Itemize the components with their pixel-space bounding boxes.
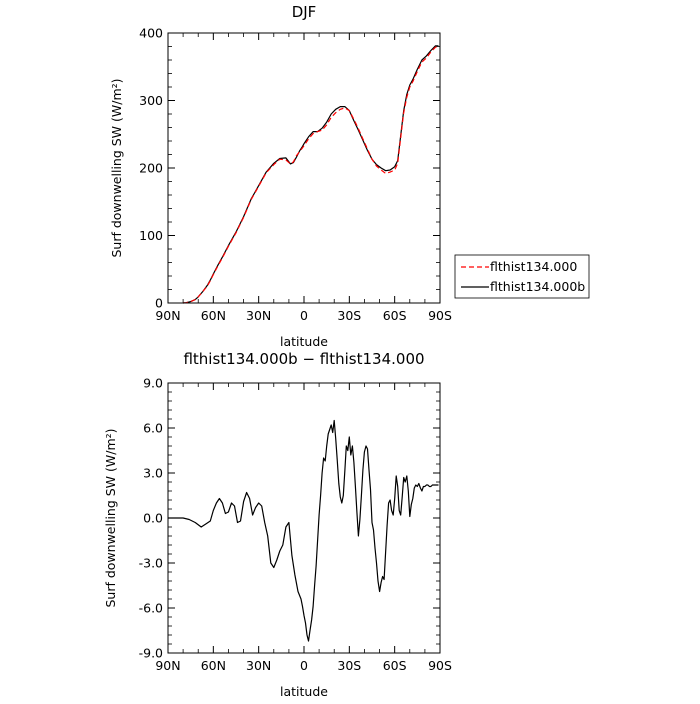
- bottom-x-tick-label: 30S: [337, 658, 361, 673]
- bottom-y-tick-label: -3.0: [139, 556, 163, 571]
- legend-box: [454, 254, 590, 299]
- legend-label-series-2: flthist134.000b: [490, 279, 585, 294]
- top-x-tick-label: 90S: [428, 308, 452, 323]
- top-x-tick-label: 90N: [155, 308, 180, 323]
- chart-legend: flthist134.000 flthist134.000b: [454, 254, 590, 299]
- bottom-chart-lines: [168, 419, 439, 642]
- top-y-tick-label: 200: [139, 161, 163, 176]
- top-y-tick-label: 100: [139, 228, 163, 243]
- bottom-x-tick-label: 60N: [201, 658, 226, 673]
- top-y-tick-label: 0: [155, 296, 163, 311]
- bottom-y-axis-label: Surf downwelling SW (W/m²): [103, 428, 118, 607]
- bottom-x-tick-label: 60S: [383, 658, 407, 673]
- top-series-line-1: [183, 45, 439, 304]
- top-series-line-2: [183, 45, 439, 304]
- legend-label-series-1: flthist134.000: [490, 259, 577, 274]
- bottom-chart-frame: [167, 382, 441, 654]
- bottom-x-tick-label: 0: [300, 658, 308, 673]
- top-x-tick-label: 30N: [246, 308, 271, 323]
- bottom-y-tick-label: -9.0: [139, 646, 163, 661]
- bottom-y-tick-label: 3.0: [143, 466, 163, 481]
- bottom-x-tick-label: 30N: [246, 658, 271, 673]
- bottom-x-tick-label: 90S: [428, 658, 452, 673]
- bottom-y-tick-label: 6.0: [143, 421, 163, 436]
- bottom-chart-ticks: 90N 60N 30N 0 30S 60S 90S 9.0 6.0 3.0 0.0 -3.0 -6.0 -…: [139, 376, 452, 674]
- top-y-axis-label: Surf downwelling SW (W/m²): [109, 78, 124, 257]
- bottom-y-tick-label: 9.0: [143, 376, 163, 391]
- top-chart-ticks: 90N 60N 30N 0 30S 60S 90S 0 100 200 300 400: [139, 26, 452, 324]
- top-x-tick-label: 0: [300, 308, 308, 323]
- top-chart-lines: [183, 45, 439, 304]
- bottom-y-tick-label: 0.0: [143, 511, 163, 526]
- bottom-x-axis-label: latitude: [280, 684, 328, 699]
- top-y-tick-label: 300: [139, 93, 163, 108]
- top-x-axis-label: latitude: [280, 334, 328, 349]
- bottom-y-axis-label-text: Surf downwelling SW (W/m²): [103, 428, 118, 607]
- bottom-chart-title: flthist134.000b − flthist134.000: [183, 350, 424, 368]
- top-chart-panel: DJF 90N 60N 30N 0 30S 60S 90S 0 100 200 300 400 lat…: [109, 3, 590, 349]
- bottom-x-tick-label: 90N: [155, 658, 180, 673]
- top-x-tick-label: 60S: [383, 308, 407, 323]
- top-y-tick-label: 400: [139, 26, 163, 41]
- bottom-y-tick-label: -6.0: [139, 601, 163, 616]
- top-y-axis-label-text: Surf downwelling SW (W/m²): [109, 78, 124, 257]
- top-chart-title: DJF: [292, 3, 317, 21]
- top-x-tick-label: 60N: [201, 308, 226, 323]
- bottom-series-line-1: [168, 419, 439, 642]
- bottom-chart-panel: flthist134.000b − flthist134.000 90N 60N 3…: [103, 350, 452, 699]
- top-chart-frame: [167, 32, 441, 304]
- top-x-tick-label: 30S: [337, 308, 361, 323]
